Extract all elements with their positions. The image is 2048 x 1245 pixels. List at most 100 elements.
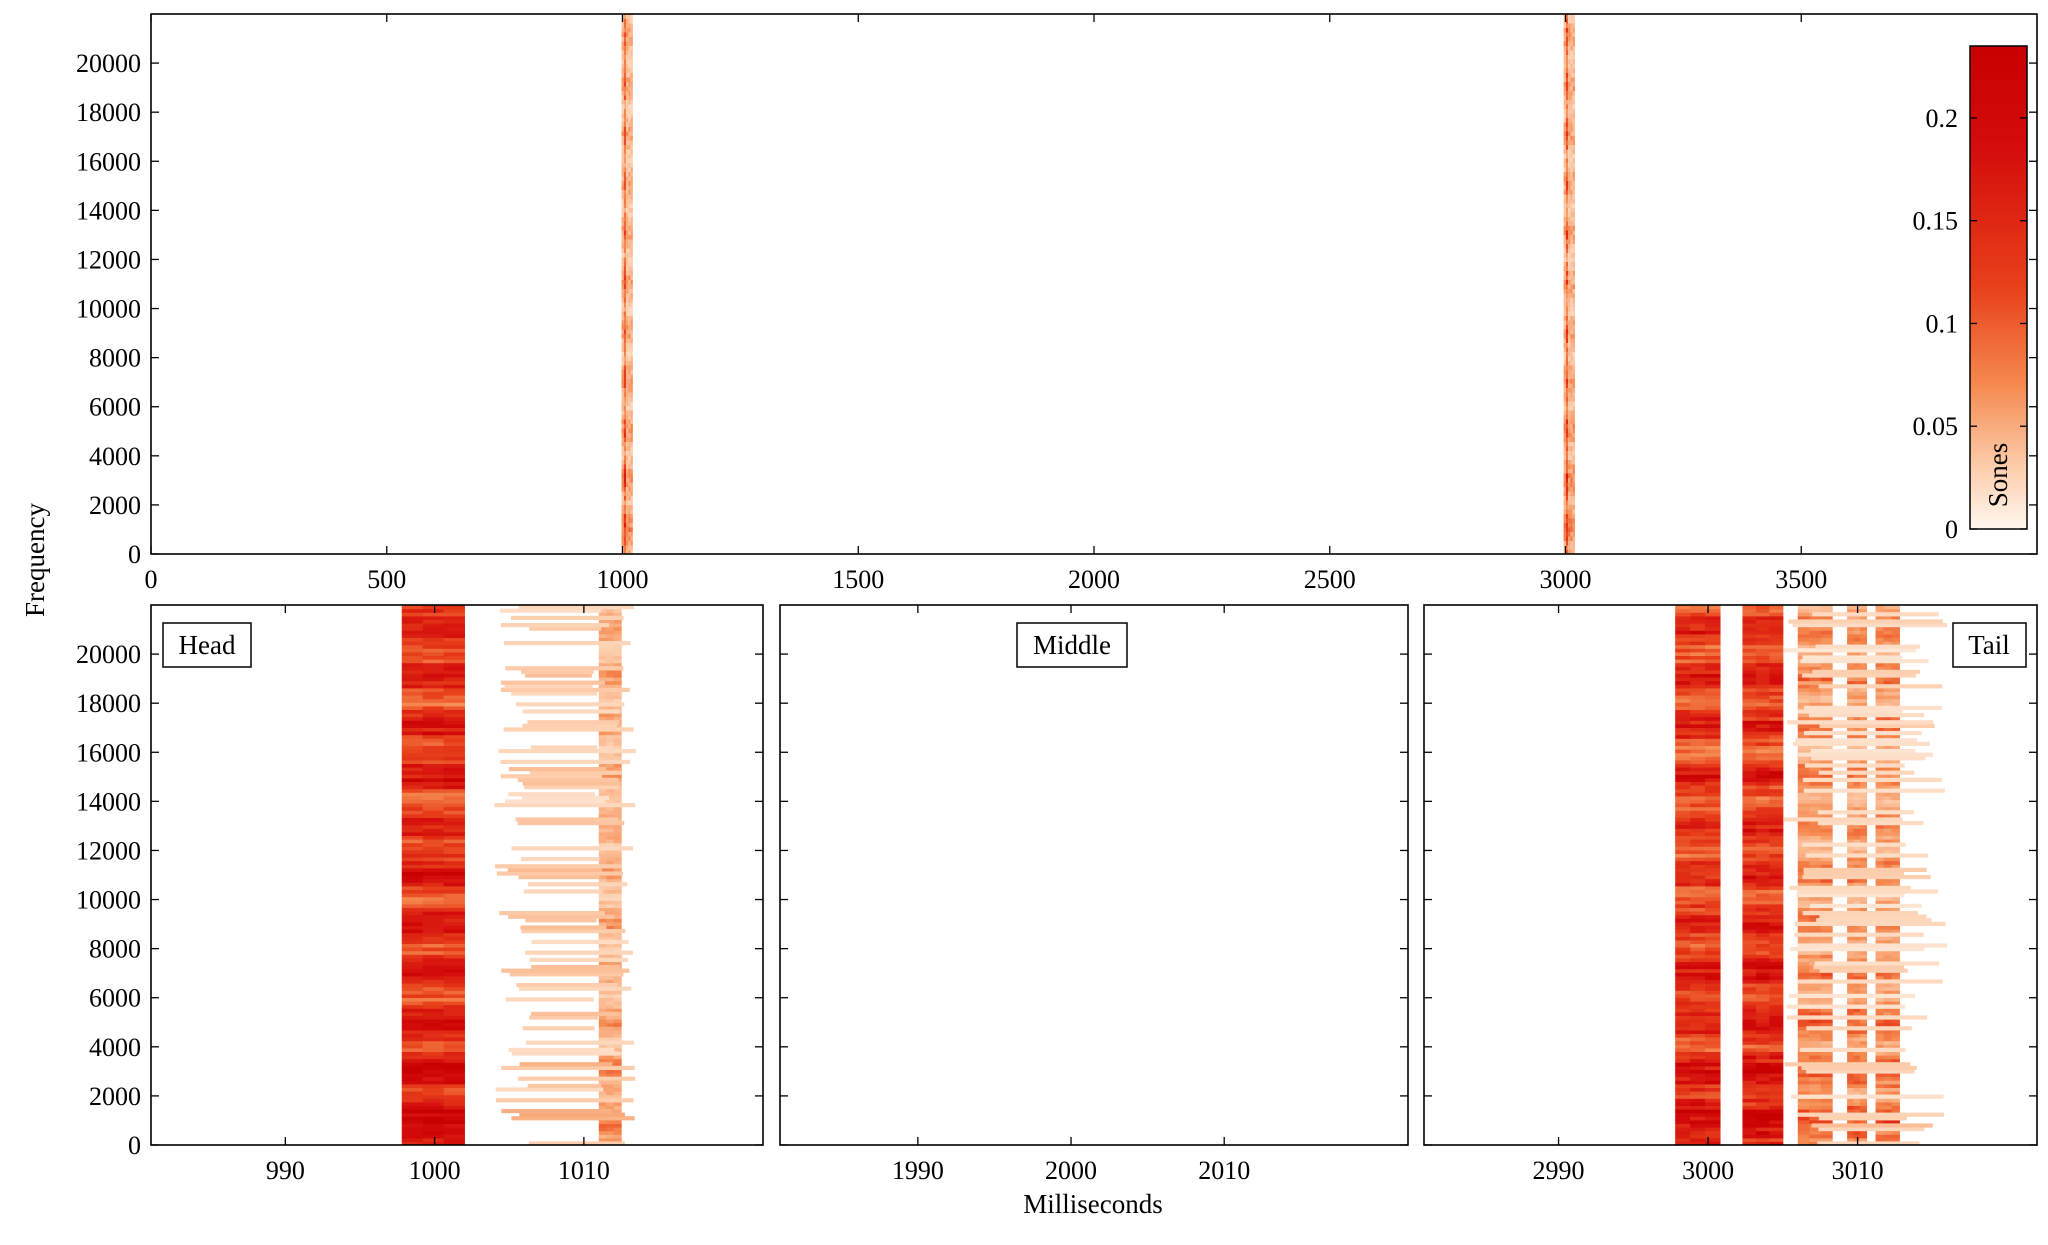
heat-cell bbox=[401, 795, 424, 800]
heat-cell bbox=[1809, 1101, 1822, 1106]
heat-cell bbox=[1563, 72, 1566, 78]
heat-cell bbox=[1809, 716, 1822, 721]
heat-cell bbox=[1568, 455, 1571, 460]
heat-cell bbox=[1565, 212, 1569, 217]
heat-cell bbox=[630, 324, 633, 330]
heat-cell bbox=[1797, 633, 1810, 638]
heat-cell bbox=[613, 767, 622, 772]
heat-cell bbox=[518, 875, 600, 880]
heat-cell bbox=[1769, 1051, 1784, 1056]
heat-cell bbox=[630, 540, 633, 546]
heat-cell bbox=[1705, 1051, 1721, 1056]
heat-cell bbox=[1769, 803, 1784, 808]
heat-cell bbox=[1675, 749, 1691, 754]
heat-cell bbox=[1809, 849, 1822, 854]
heat-cell bbox=[1572, 342, 1575, 348]
heat-cell bbox=[422, 1083, 445, 1088]
heat-cell bbox=[626, 396, 629, 402]
heat-cell bbox=[1809, 633, 1822, 638]
heat-cell bbox=[628, 315, 631, 321]
heat-cell bbox=[626, 207, 629, 213]
heat-cell bbox=[630, 401, 633, 406]
heat-cell bbox=[1565, 234, 1569, 240]
heat-cell bbox=[1563, 108, 1566, 114]
heat-cell bbox=[1690, 950, 1706, 955]
heat-cell bbox=[1875, 641, 1885, 646]
heat-cell bbox=[1563, 446, 1566, 451]
heat-cell bbox=[1847, 803, 1855, 808]
heat-cell bbox=[1565, 302, 1569, 307]
heat-cell bbox=[1883, 936, 1892, 941]
heat-cell bbox=[1891, 839, 1900, 844]
heat-cell bbox=[1705, 1047, 1721, 1052]
heat-cell bbox=[1705, 813, 1721, 818]
heat-cell bbox=[401, 900, 424, 905]
heat-cell bbox=[623, 509, 627, 514]
heat-cell bbox=[1755, 903, 1770, 908]
heat-cell bbox=[1769, 792, 1784, 797]
heat-cell bbox=[518, 605, 635, 610]
heat-cell bbox=[1690, 799, 1706, 804]
heat-cell bbox=[1565, 549, 1569, 554]
heat-cell bbox=[1690, 831, 1706, 836]
heat-cell bbox=[401, 1008, 424, 1013]
heat-cell bbox=[1853, 1119, 1861, 1124]
heat-cell bbox=[1742, 975, 1757, 980]
heat-cell bbox=[1797, 954, 1810, 959]
heat-cell bbox=[626, 212, 629, 217]
heat-cell bbox=[621, 212, 624, 217]
heat-cell bbox=[598, 774, 607, 779]
heat-cell bbox=[1883, 759, 1892, 764]
heat-cell bbox=[1804, 731, 1922, 736]
heat-cell bbox=[1853, 936, 1861, 941]
heat-cell bbox=[1675, 1015, 1691, 1020]
heat-cell bbox=[623, 234, 627, 240]
heat-cell bbox=[443, 1109, 465, 1114]
heat-cell bbox=[626, 41, 629, 46]
heat-cell bbox=[422, 878, 445, 883]
heat-cell bbox=[1742, 1127, 1757, 1132]
heat-cell bbox=[1705, 986, 1721, 991]
heat-cell bbox=[1742, 1130, 1757, 1135]
heat-cell bbox=[1875, 666, 1885, 671]
heat-cell bbox=[1570, 261, 1573, 267]
heat-cell bbox=[1690, 889, 1706, 894]
heat-cell bbox=[1572, 369, 1575, 375]
heat-cell bbox=[443, 831, 465, 836]
heat-cell bbox=[1742, 882, 1757, 887]
heat-cell bbox=[1883, 1011, 1892, 1016]
heat-cell bbox=[1705, 777, 1721, 782]
heat-cell bbox=[1853, 1087, 1861, 1092]
heat-cell bbox=[1572, 261, 1575, 267]
heat-cell bbox=[1565, 342, 1569, 348]
heat-cell bbox=[613, 1101, 622, 1106]
heat-cell bbox=[1860, 695, 1868, 700]
heat-cell bbox=[613, 734, 622, 739]
heat-cell bbox=[623, 545, 627, 550]
heat-cell bbox=[1565, 167, 1569, 172]
heat-cell bbox=[598, 1119, 607, 1124]
heat-cell bbox=[1563, 374, 1566, 379]
heat-cell bbox=[422, 781, 445, 786]
heat-cell bbox=[1797, 662, 1810, 667]
heat-cell bbox=[630, 270, 633, 276]
heat-cell bbox=[401, 1091, 424, 1096]
heat-cell bbox=[1675, 993, 1691, 998]
heat-cell bbox=[613, 857, 622, 862]
heat-cell bbox=[1705, 867, 1721, 872]
heat-cell bbox=[1809, 857, 1822, 862]
heat-cell bbox=[443, 997, 465, 1002]
heat-cell bbox=[630, 77, 633, 82]
y-tick-label: 4000 bbox=[89, 1033, 141, 1062]
heat-cell bbox=[1883, 698, 1892, 703]
heat-cell bbox=[422, 1026, 445, 1031]
heat-cell bbox=[1742, 741, 1757, 746]
heat-cell bbox=[623, 167, 627, 172]
heat-cell bbox=[1568, 284, 1571, 289]
heat-cell bbox=[621, 171, 624, 177]
heat-cell bbox=[1797, 1116, 1810, 1121]
heat-cell bbox=[1565, 203, 1569, 208]
heat-cell bbox=[621, 428, 624, 433]
heat-cell bbox=[1568, 230, 1571, 235]
heat-cell bbox=[1875, 792, 1885, 797]
